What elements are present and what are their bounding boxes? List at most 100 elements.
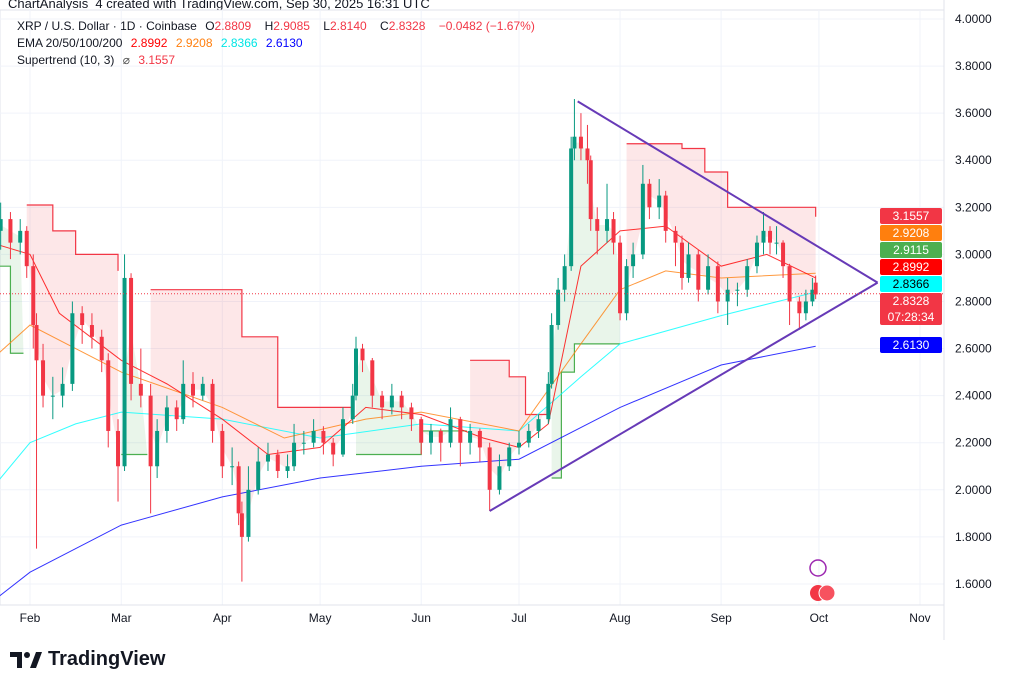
x-tick-label: Oct [810,611,829,625]
ema50-line [0,270,816,439]
price-label-value: 2.9208 [892,226,930,240]
candle-body [556,289,561,326]
candle [735,282,740,307]
supertrend-up-line [551,343,621,479]
candle [549,313,554,389]
candle [419,416,424,455]
candle [301,430,306,455]
supertrend-label[interactable]: Supertrend (10, 3) [17,53,115,67]
candle-body [60,383,65,396]
candle-body [810,289,815,302]
y-tick-label: 2.6000 [955,342,992,356]
candle [715,261,720,314]
candle [761,212,766,255]
candle [350,383,355,424]
candle-body [0,219,3,231]
x-tick-label: May [309,611,332,625]
candle [536,414,541,439]
candle-body [24,230,29,267]
candle-body [761,230,766,243]
candle-body [321,430,326,443]
candle [787,263,792,326]
candle [595,207,600,255]
y-tick-label: 3.8000 [955,59,992,73]
candle [360,343,365,373]
candle-body [129,277,134,384]
ema-row: EMA 20/50/100/200 2.8992 2.9208 2.8366 2… [17,35,540,52]
supertrend-down-line [26,204,119,271]
candle [18,219,23,255]
price-label: 3.1557 [880,208,942,224]
price-label-value: 2.6130 [892,338,930,353]
sparkle-icon [809,559,827,577]
open-label: O [205,19,215,33]
candle [569,136,574,271]
supertrend-fill [150,289,353,526]
candle-body [673,230,678,243]
candle [572,99,577,161]
price-label-value: 2.8366 [892,277,930,291]
candle-body [611,219,616,243]
candle-body [605,219,610,231]
candle-body [546,383,551,420]
candle-body [301,442,306,444]
x-tick-label: Aug [609,611,630,625]
candle-body [399,395,404,408]
candle [507,442,512,471]
candle-body [497,466,502,490]
candle-body [50,395,55,397]
y-tick-label: 2.8000 [955,294,992,308]
candle-body [536,419,541,431]
candle [640,164,645,260]
symbol-title[interactable]: XRP / U.S. Dollar · 1D · Coinbase [17,19,197,33]
candle [578,113,583,161]
candle [605,183,610,243]
supertrend-row: Supertrend (10, 3) ⌀ 3.1557 [17,52,540,69]
tradingview-logo-icon [10,651,42,668]
candle [239,501,244,582]
supertrend-down-line [626,143,817,217]
price-chart[interactable]: 4.0000 3.8000 3.6000 3.4000 3.2000 3.0000 2.80… [0,0,1024,640]
candle-body [389,395,394,408]
candle-body [41,360,46,396]
candle [89,313,94,349]
price-label: 2.6130 [880,337,942,354]
candle [647,179,652,220]
low-label: L [323,19,330,33]
candle [686,242,691,283]
candle-body [562,266,567,290]
candle [340,407,345,457]
candle-body [210,383,215,431]
candle-body [428,430,433,443]
candle [389,383,394,415]
candle-body [745,266,750,290]
candle-body [331,442,336,455]
candle [230,447,235,486]
supertrend-value: 3.1557 [138,53,176,67]
y-tick-label: 3.0000 [955,247,992,261]
candle [200,376,205,401]
candle-body [448,419,453,443]
candle [106,353,111,448]
price-label: 2.8992 [880,259,942,275]
candle [354,336,358,401]
candle [321,426,326,455]
tradingview-logo[interactable]: TradingView [10,648,165,671]
symbol-row: XRP / U.S. Dollar · 1D · Coinbase O2.880… [17,18,540,35]
candle-body [797,301,802,314]
high-label: H [264,19,274,33]
candle [275,449,280,479]
brand-name: TradingView [48,648,166,670]
candle [631,242,636,278]
candle [477,428,482,462]
candle [448,407,453,448]
candle-body [285,466,290,471]
candle-body [354,348,358,396]
candle [797,296,802,330]
ema-label[interactable]: EMA 20/50/100/200 [17,36,123,50]
candle-body [265,454,270,462]
candle [331,438,336,467]
candle-body [311,430,316,443]
candle [556,277,561,330]
candle-body [99,336,104,361]
